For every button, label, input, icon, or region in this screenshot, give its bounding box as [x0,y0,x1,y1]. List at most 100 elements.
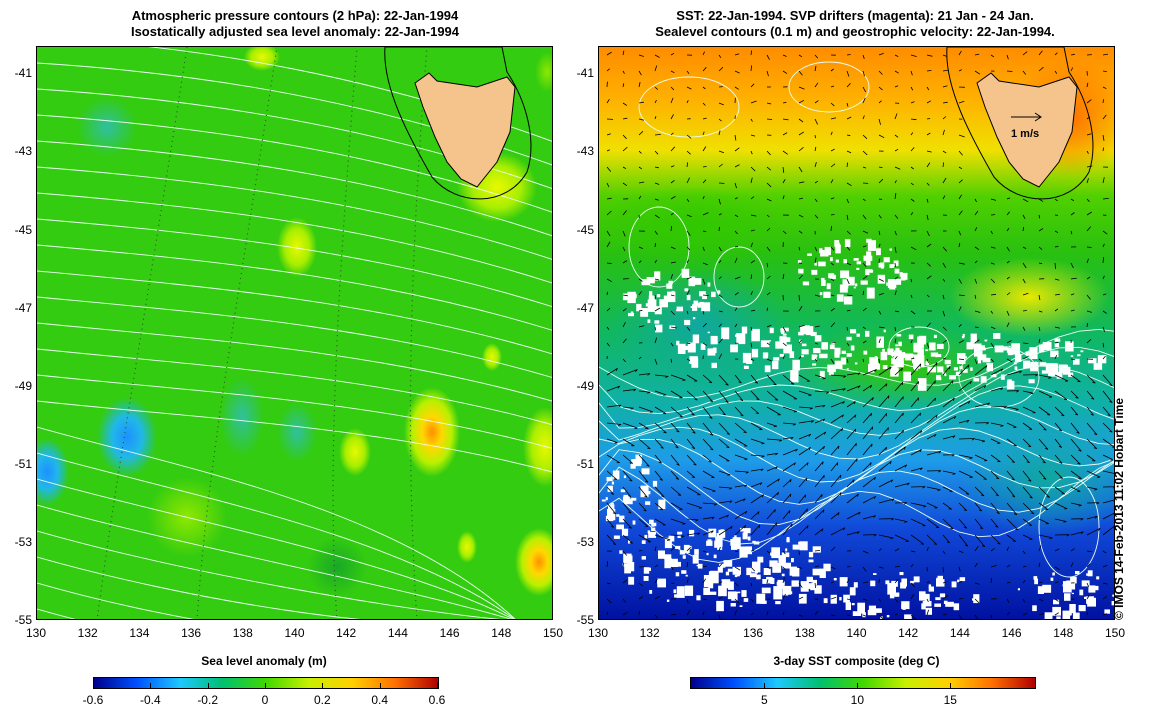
velocity-arrowhead [1074,413,1078,416]
velocity-arrow [734,276,741,280]
velocity-arrow [702,86,706,90]
pressure-contour-line [37,140,552,237]
velocity-arrow [702,195,705,200]
velocity-arrow [894,166,901,170]
velocity-arrow [910,534,925,545]
cloud-pixel [792,359,800,371]
cloud-pixel [1093,363,1103,370]
velocity-arrowhead [1011,478,1015,481]
velocity-arrow [1086,582,1090,587]
drifter-tracks [96,47,428,619]
cloud-pixel [801,343,807,347]
velocity-arrow [734,484,747,488]
velocity-arrow [750,358,755,361]
cloud-pixel [1112,594,1114,597]
velocity-arrowhead [793,411,797,413]
cloud-pixel [688,276,696,287]
velocity-arrowhead [645,525,649,527]
velocity-arrow [1006,534,1017,542]
velocity-arrow [718,323,722,328]
velocity-arrowhead [811,420,814,423]
velocity-arrowhead [697,532,701,536]
cloud-pixel [913,576,920,583]
sealevel-contour-line [599,385,1114,460]
velocity-arrow [654,422,667,434]
velocity-arrow [670,225,672,232]
cloud-pixel [814,262,817,266]
velocity-arrow [606,367,618,376]
velocity-arrow [862,443,873,456]
pressure-contour-line [37,192,552,284]
cloud-pixel [867,609,877,616]
velocity-arrow [846,309,851,312]
velocity-arrow [1102,596,1108,600]
cloud-pixel [658,499,666,510]
velocity-arrow [766,214,770,218]
velocity-arrowhead [1091,397,1095,400]
velocity-scale-label: 1 m/s [1011,128,1039,140]
velocity-arrowhead [1092,381,1096,384]
velocity-arrow [958,566,961,572]
velocity-arrow [686,578,689,584]
velocity-arrow [1102,550,1107,554]
low-anomaly-north [77,97,137,157]
velocity-arrow [862,384,872,392]
cloud-pixel [810,583,816,591]
cloud-pixel [780,328,784,333]
velocity-arrow [638,118,644,121]
velocity-arrow [894,276,899,280]
velocity-arrow [670,438,679,449]
velocity-arrow [814,65,817,72]
velocity-arrow [750,229,755,232]
cloud-pixel [1080,350,1084,353]
velocity-arrow [846,428,857,440]
velocity-arrow [1022,565,1027,568]
low-anomaly-center [220,377,264,457]
velocity-arrow [990,262,995,265]
velocity-arrow [894,214,899,219]
velocity-arrow [1070,390,1079,399]
velocity-arrow [622,422,638,429]
cloud-pixel [613,535,620,539]
velocity-arrowhead [1026,461,1030,464]
velocity-arrow [974,260,978,264]
cloud-pixel [834,353,840,358]
cloud-pixel [869,357,878,365]
velocity-arrow [654,564,658,568]
velocity-arrow [926,70,932,72]
cloud-pixel [772,360,779,370]
cloud-pixel [720,529,724,534]
right-colorbar-tick-mark [857,683,859,688]
velocity-arrowhead [789,510,791,514]
velocity-arrow [622,358,626,363]
velocity-arrow [958,134,965,138]
velocity-arrow [606,197,612,200]
velocity-arrowhead [985,365,988,369]
velocity-arrow [990,198,997,201]
cloud-pixel [854,362,858,365]
cloud-pixel [887,279,897,288]
velocity-arrow [926,358,929,363]
velocity-arrow [878,383,888,392]
cloud-pixel [716,600,724,612]
velocity-arrow [846,493,859,504]
sst-map[interactable]: 1 m/s [598,46,1115,620]
velocity-arrow [702,67,707,72]
cloud-pixel [843,259,847,264]
sea-level-anomaly-map[interactable] [36,46,553,620]
velocity-arrow [926,518,940,528]
imos-credit: © IMOS 14-Feb-2013 11:02 Hobart Time [1112,397,1126,620]
cloud-pixel [935,354,942,358]
cloud-pixel [777,342,785,349]
velocity-arrow [606,422,622,425]
velocity-arrowhead [1094,516,1098,519]
velocity-arrowhead [659,508,663,511]
velocity-arrow [846,102,849,107]
velocity-arrowhead [858,511,861,515]
velocity-arrow [654,307,661,312]
cloud-pixel [751,348,759,358]
cloud-pixel [865,269,870,275]
cloud-pixel [710,570,719,584]
cloud-pixel [1003,346,1008,351]
velocity-arrow [942,116,947,120]
